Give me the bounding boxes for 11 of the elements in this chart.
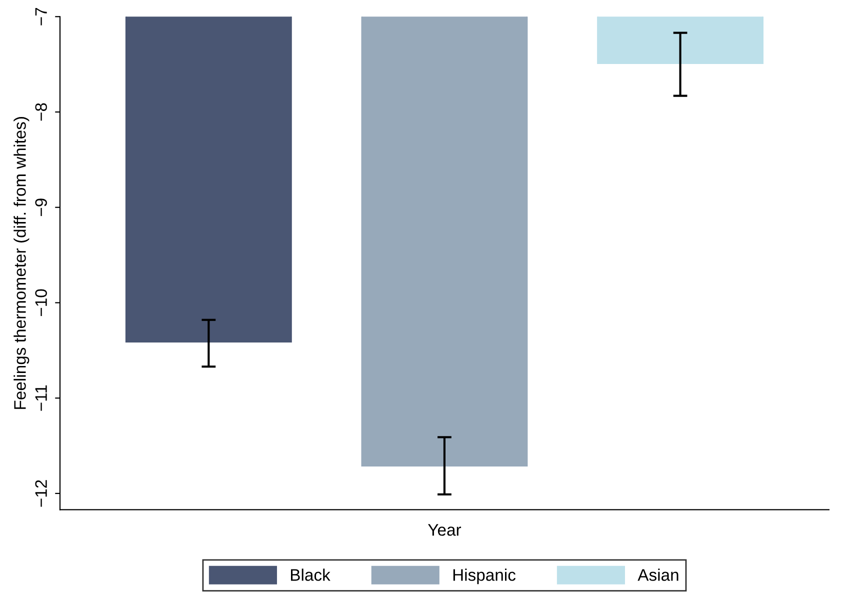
legend-label: Black xyxy=(290,568,330,581)
y-axis-title: Feelings thermometer (diff. from whites) xyxy=(14,117,30,409)
y-tick-label: −8 xyxy=(35,103,47,121)
y-tick-label: −12 xyxy=(35,480,47,507)
y-tick-label: −10 xyxy=(35,289,47,316)
y-tick-label: −9 xyxy=(35,198,47,216)
legend-label: Hispanic xyxy=(453,568,516,584)
x-axis-title: Year xyxy=(428,524,462,536)
y-tick-label: −11 xyxy=(35,385,47,411)
y-tick-label: −7 xyxy=(35,8,47,26)
legend-label: Asian xyxy=(638,568,678,581)
